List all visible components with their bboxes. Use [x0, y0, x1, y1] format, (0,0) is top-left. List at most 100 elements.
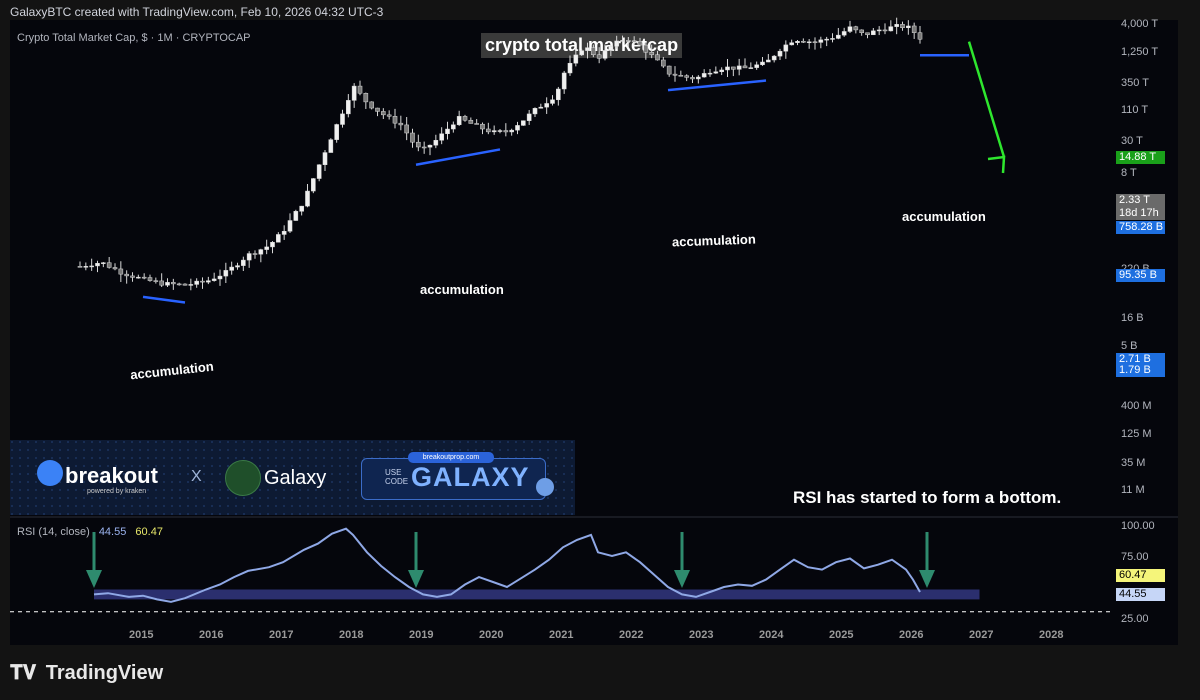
- candle-body: [322, 152, 328, 165]
- coin-icon: [536, 478, 554, 496]
- candle-body: [836, 34, 841, 39]
- candle-body: [561, 72, 567, 90]
- candle-body: [124, 273, 129, 277]
- candle-body: [876, 29, 882, 32]
- candle-body: [812, 41, 818, 44]
- candle-body: [421, 146, 427, 149]
- candle-body: [398, 122, 404, 126]
- candle-body: [544, 103, 549, 108]
- candle-body: [281, 231, 287, 235]
- candle-body: [818, 39, 824, 43]
- candle-body: [462, 116, 468, 121]
- price-axis-label: 8 T: [1121, 167, 1137, 179]
- candle-body: [503, 130, 509, 133]
- rsi-legend[interactable]: RSI (14, close) 44.55 60.47: [17, 526, 163, 538]
- candle-body: [666, 65, 672, 75]
- candle-body: [474, 123, 479, 125]
- candle-body: [480, 123, 485, 130]
- candle-body: [211, 278, 217, 281]
- candle-body: [509, 129, 514, 133]
- price-tag: 2.71 B: [1116, 353, 1165, 366]
- candle-body: [917, 32, 923, 40]
- candle-body: [101, 262, 106, 264]
- candle-body: [795, 41, 800, 43]
- candle-body: [89, 265, 94, 268]
- year-label: 2025: [829, 629, 854, 641]
- candle-body: [672, 73, 678, 76]
- candle-body: [404, 124, 409, 134]
- candle-body: [620, 40, 625, 42]
- rsi-arrow-head-3: [919, 570, 935, 588]
- candle-body: [223, 270, 229, 277]
- candle-body: [369, 101, 374, 109]
- candle-body: [258, 249, 264, 255]
- candle-body: [252, 253, 258, 255]
- rsi-legend-value-2: 60.47: [135, 526, 163, 538]
- candle-body: [346, 100, 351, 115]
- year-label: 2023: [689, 629, 714, 641]
- chart-area[interactable]: [10, 20, 1113, 645]
- candle-body: [567, 62, 573, 74]
- price-axis-label: 110 T: [1121, 104, 1149, 116]
- price-tag: 758.28 B: [1116, 221, 1165, 234]
- candle-body: [112, 267, 118, 270]
- rsi-arrow-head-0: [86, 570, 102, 588]
- right-strip: [1178, 20, 1200, 645]
- candle-body: [736, 65, 742, 70]
- candle-body: [229, 266, 234, 271]
- candle-body: [427, 144, 433, 148]
- year-label: 2015: [129, 629, 154, 641]
- year-label: 2024: [759, 629, 784, 641]
- candle-body: [351, 85, 357, 101]
- candle-body: [386, 114, 392, 117]
- price-axis-label: 350 T: [1121, 77, 1149, 89]
- year-label: 2017: [269, 629, 294, 641]
- price-tag: 1.79 B: [1116, 364, 1165, 377]
- year-label: 2028: [1039, 629, 1064, 641]
- candle-body: [556, 88, 561, 101]
- candle-body: [888, 26, 894, 32]
- promo-url[interactable]: breakoutprop.com: [408, 452, 494, 463]
- candle-body: [678, 75, 684, 77]
- candle-body: [293, 211, 299, 221]
- candle-body: [591, 47, 596, 55]
- candle-body: [182, 283, 188, 286]
- candle-body: [381, 111, 386, 116]
- candle-body: [631, 40, 637, 42]
- year-label: 2022: [619, 629, 644, 641]
- candle-body: [894, 24, 899, 27]
- price-axis[interactable]: [1113, 20, 1178, 645]
- candle-body: [241, 259, 246, 266]
- candle-body: [106, 262, 112, 268]
- candle-body: [637, 40, 643, 46]
- promo-code: GALAXY: [411, 462, 530, 492]
- price-axis-label: 5 B: [1121, 340, 1138, 352]
- candle-body: [748, 67, 754, 69]
- candle-body: [270, 241, 275, 248]
- candle-body: [830, 38, 835, 40]
- accumulation-label-2019: accumulation: [420, 282, 504, 297]
- candle-body: [188, 284, 194, 286]
- tv-logo-icon: 𝐓𝐕: [10, 662, 37, 684]
- symbol-info[interactable]: Crypto Total Market Cap, $ · 1M · CRYPTO…: [17, 32, 251, 44]
- candle-body: [305, 190, 310, 207]
- candle-body: [246, 253, 252, 261]
- candle-body: [731, 66, 736, 70]
- candle-body: [439, 133, 444, 141]
- promo-banner[interactable]: breakout powered by kraken X Galaxy brea…: [10, 440, 575, 515]
- candle-body: [626, 40, 631, 42]
- tradingview-brand: TradingView: [45, 662, 164, 684]
- candle-body: [83, 266, 89, 268]
- candle-body: [276, 234, 281, 243]
- candle-body: [841, 31, 847, 36]
- candle-body: [777, 50, 783, 57]
- candle-body: [153, 280, 159, 282]
- accumulation-line-0: [142, 295, 186, 304]
- candle-body: [200, 280, 205, 283]
- candle-body: [451, 124, 456, 130]
- rsi-tag: 44.55: [1116, 588, 1165, 601]
- candle-body: [585, 47, 590, 51]
- candle-body: [713, 71, 719, 74]
- candle-body: [118, 268, 124, 275]
